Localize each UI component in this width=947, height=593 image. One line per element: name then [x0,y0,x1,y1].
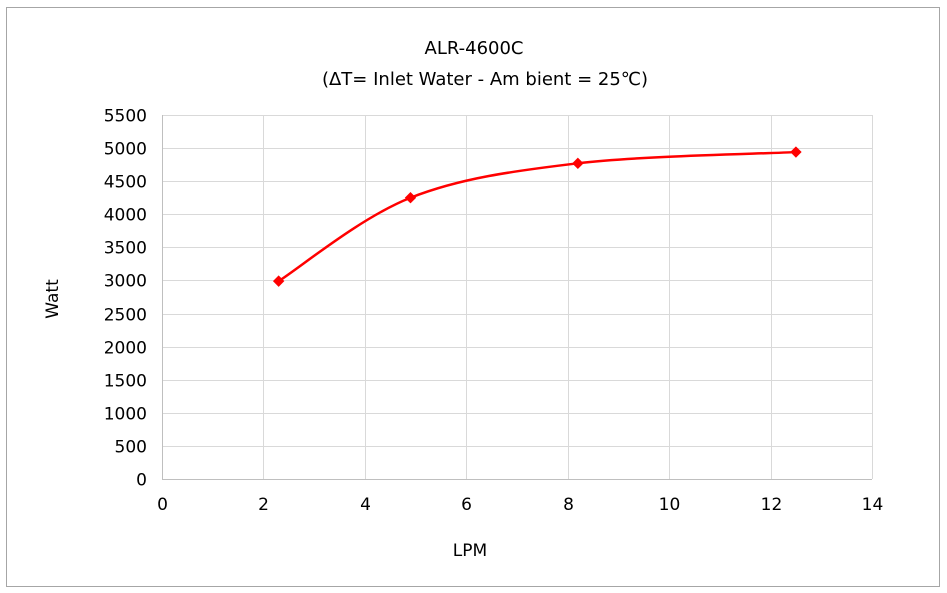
x-tick-label: 6 [461,495,472,515]
grid-layer [162,115,873,480]
series-layer [272,146,802,287]
x-tick-label: 12 [761,495,783,515]
x-tick-label: 0 [157,495,168,515]
y-tick-label: 3000 [104,272,147,292]
x-tick-label: 8 [563,495,574,515]
y-tick-label: 0 [136,471,147,491]
data-point-marker [272,275,285,287]
y-tick-label: 4000 [104,206,147,226]
x-axis-title: LPM [453,541,487,561]
x-tick-label: 4 [360,495,371,515]
chart-subtitle: (ΔT= Inlet Water - Am bient = 25℃) [322,69,648,90]
tick-labels: 0 500 1000 1500 2000 2500 3000 3500 4000 4500 5000… [104,107,884,516]
data-point-marker [404,192,417,204]
x-tick-label: 14 [862,495,884,515]
y-tick-label: 2500 [104,306,147,326]
data-point-marker [790,146,802,158]
y-tick-label: 5500 [104,107,147,127]
y-tick-label: 3500 [104,239,147,259]
y-tick-label: 5000 [104,140,147,160]
series-line [277,150,796,283]
y-tick-label: 500 [115,438,147,458]
x-tick-label: 2 [258,495,269,515]
x-tick-label: 10 [659,495,681,515]
y-tick-label: 1500 [104,372,147,392]
chart-title: ALR-4600C [425,38,524,59]
y-tick-label: 2000 [104,339,147,359]
y-axis-title: Watt [43,279,63,319]
y-tick-label: 1000 [104,405,147,425]
data-point-marker [572,157,584,170]
y-tick-label: 4500 [104,173,147,193]
axis-layer [162,115,872,480]
chart-frame [6,7,940,587]
